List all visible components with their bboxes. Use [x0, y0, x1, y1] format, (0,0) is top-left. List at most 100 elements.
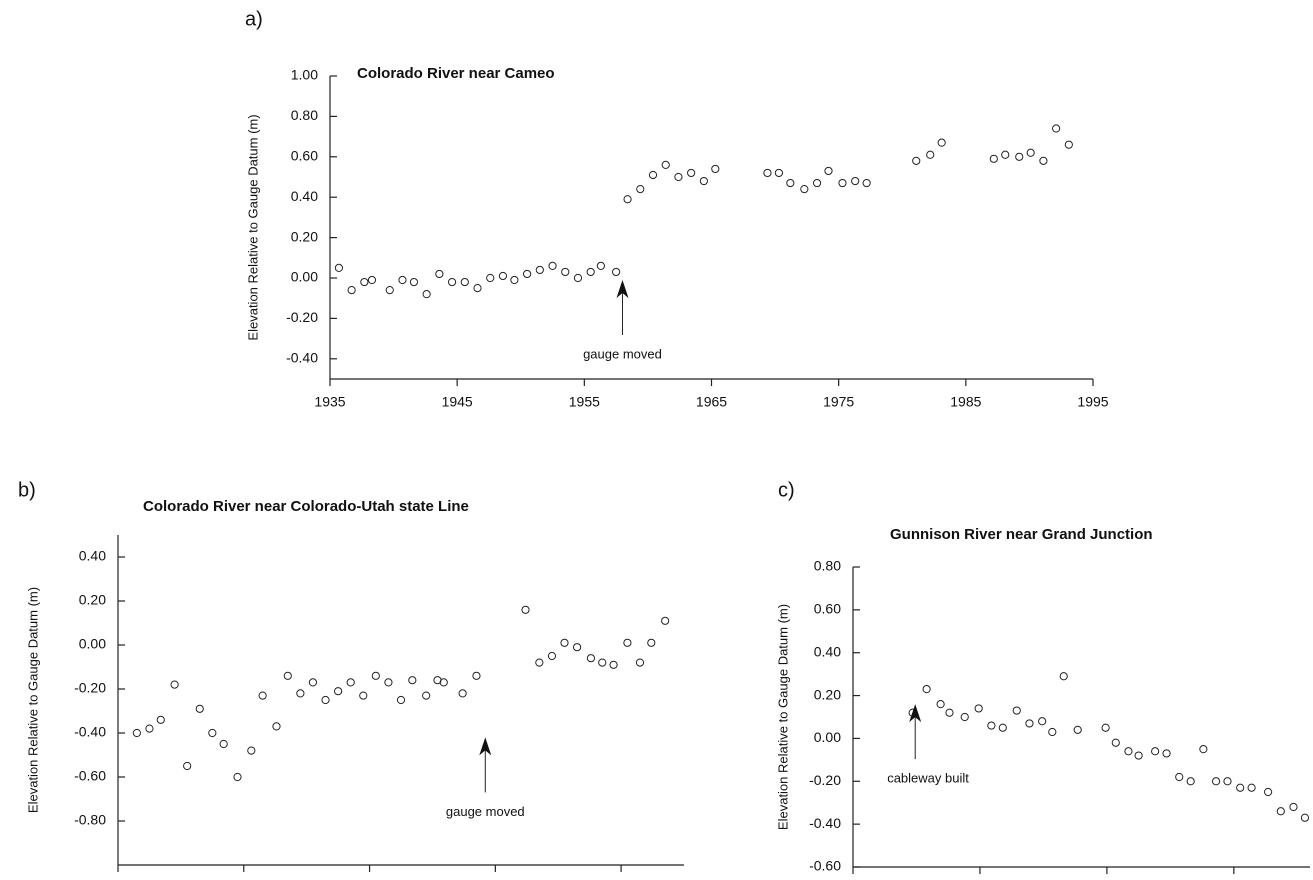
y-tick-label: -0.60: [809, 858, 841, 874]
data-point: [460, 277, 469, 287]
data-point: [247, 746, 256, 755]
y-tick-label: 0.20: [79, 592, 106, 608]
data-point: [573, 273, 583, 283]
data-point: [334, 687, 343, 696]
y-tick-label: 0.00: [79, 636, 106, 652]
panel-label: a): [245, 8, 263, 30]
y-tick-label: 0.80: [814, 558, 841, 574]
y-tick-label: 0.40: [814, 643, 841, 659]
data-point: [132, 728, 141, 738]
data-point: [1199, 745, 1208, 754]
x-tick-label: 1995: [1077, 394, 1108, 410]
data-point: [208, 728, 217, 738]
data-point: [447, 277, 457, 287]
panel-label: b): [18, 479, 36, 501]
data-point: [1025, 719, 1034, 728]
data-point: [359, 691, 368, 700]
data-point: [774, 168, 783, 178]
annotation-arrowhead: [479, 737, 492, 756]
y-tick-label: 0.20: [291, 228, 318, 244]
data-point: [145, 724, 154, 733]
data-point: [851, 176, 860, 186]
data-point: [1039, 156, 1048, 165]
data-point: [998, 723, 1007, 732]
data-point: [1059, 672, 1068, 681]
data-point: [535, 658, 544, 667]
data-point: [195, 704, 204, 713]
data-point: [321, 695, 330, 705]
data-point: [1073, 725, 1082, 734]
data-point: [233, 772, 242, 782]
annotation-text: gauge moved: [446, 804, 525, 819]
x-tick-label: 1935: [314, 394, 345, 410]
data-point: [945, 708, 954, 717]
chart-title: Colorado River near Cameo: [357, 65, 555, 82]
data-point: [535, 265, 544, 275]
y-tick-label: 0.60: [814, 601, 841, 617]
data-point: [409, 277, 419, 287]
data-point: [548, 261, 557, 270]
data-point: [1264, 787, 1273, 797]
data-point: [1211, 777, 1221, 786]
panel-label: c): [778, 479, 795, 501]
x-tick-label: 1945: [442, 394, 473, 410]
y-tick-label: -0.80: [74, 812, 106, 828]
data-point: [687, 168, 696, 178]
y-tick-label: 1.00: [291, 67, 318, 83]
y-tick-label: -0.20: [286, 309, 318, 325]
data-point: [371, 671, 380, 680]
data-point: [763, 168, 772, 178]
x-tick-label: 1985: [950, 394, 981, 410]
data-point: [1186, 777, 1195, 786]
chart-title: Colorado River near Colorado-Utah state …: [143, 498, 469, 515]
data-point: [960, 712, 969, 722]
data-point: [561, 267, 570, 277]
data-point: [1151, 747, 1160, 756]
data-point: [560, 638, 569, 647]
y-tick-label: 0.20: [814, 686, 841, 702]
data-point: [711, 164, 720, 174]
data-point: [812, 178, 822, 188]
data-point: [473, 284, 482, 293]
y-tick-label: 0.60: [291, 148, 318, 164]
data-point: [598, 658, 607, 667]
data-point: [661, 160, 670, 169]
chart-title: Gunnison River near Grand Junction: [890, 526, 1153, 543]
annotation-text: gauge moved: [583, 346, 662, 361]
data-point: [258, 691, 267, 700]
data-point: [347, 286, 356, 295]
data-point: [912, 156, 921, 165]
data-point: [156, 715, 165, 724]
data-point: [1015, 152, 1024, 161]
data-point: [283, 671, 292, 680]
data-point: [439, 678, 448, 687]
data-point: [523, 269, 532, 279]
data-point: [1048, 727, 1057, 737]
y-axis-label: Elevation Relative to Gauge Datum (m): [775, 604, 790, 830]
data-point: [609, 660, 618, 669]
data-point: [1052, 124, 1061, 133]
data-point: [699, 176, 708, 186]
x-tick-label: 1965: [696, 394, 727, 410]
data-point: [272, 722, 281, 731]
y-tick-label: 0.00: [291, 269, 318, 285]
data-point: [1236, 783, 1245, 792]
data-point: [987, 721, 996, 730]
data-point: [1124, 747, 1133, 756]
y-tick-label: 0.40: [79, 548, 106, 564]
data-point: [1276, 807, 1285, 816]
data-point: [647, 638, 656, 647]
data-point: [334, 263, 344, 272]
data-point: [422, 691, 431, 700]
data-point: [219, 739, 228, 749]
data-point: [623, 638, 632, 647]
data-point: [586, 654, 596, 663]
data-point: [498, 271, 508, 281]
data-point: [1223, 777, 1232, 786]
data-point: [367, 275, 377, 285]
y-tick-label: -0.40: [809, 815, 841, 831]
data-point: [486, 273, 495, 283]
y-tick-label: -0.20: [809, 772, 841, 788]
x-tick-label: 1955: [569, 394, 600, 410]
